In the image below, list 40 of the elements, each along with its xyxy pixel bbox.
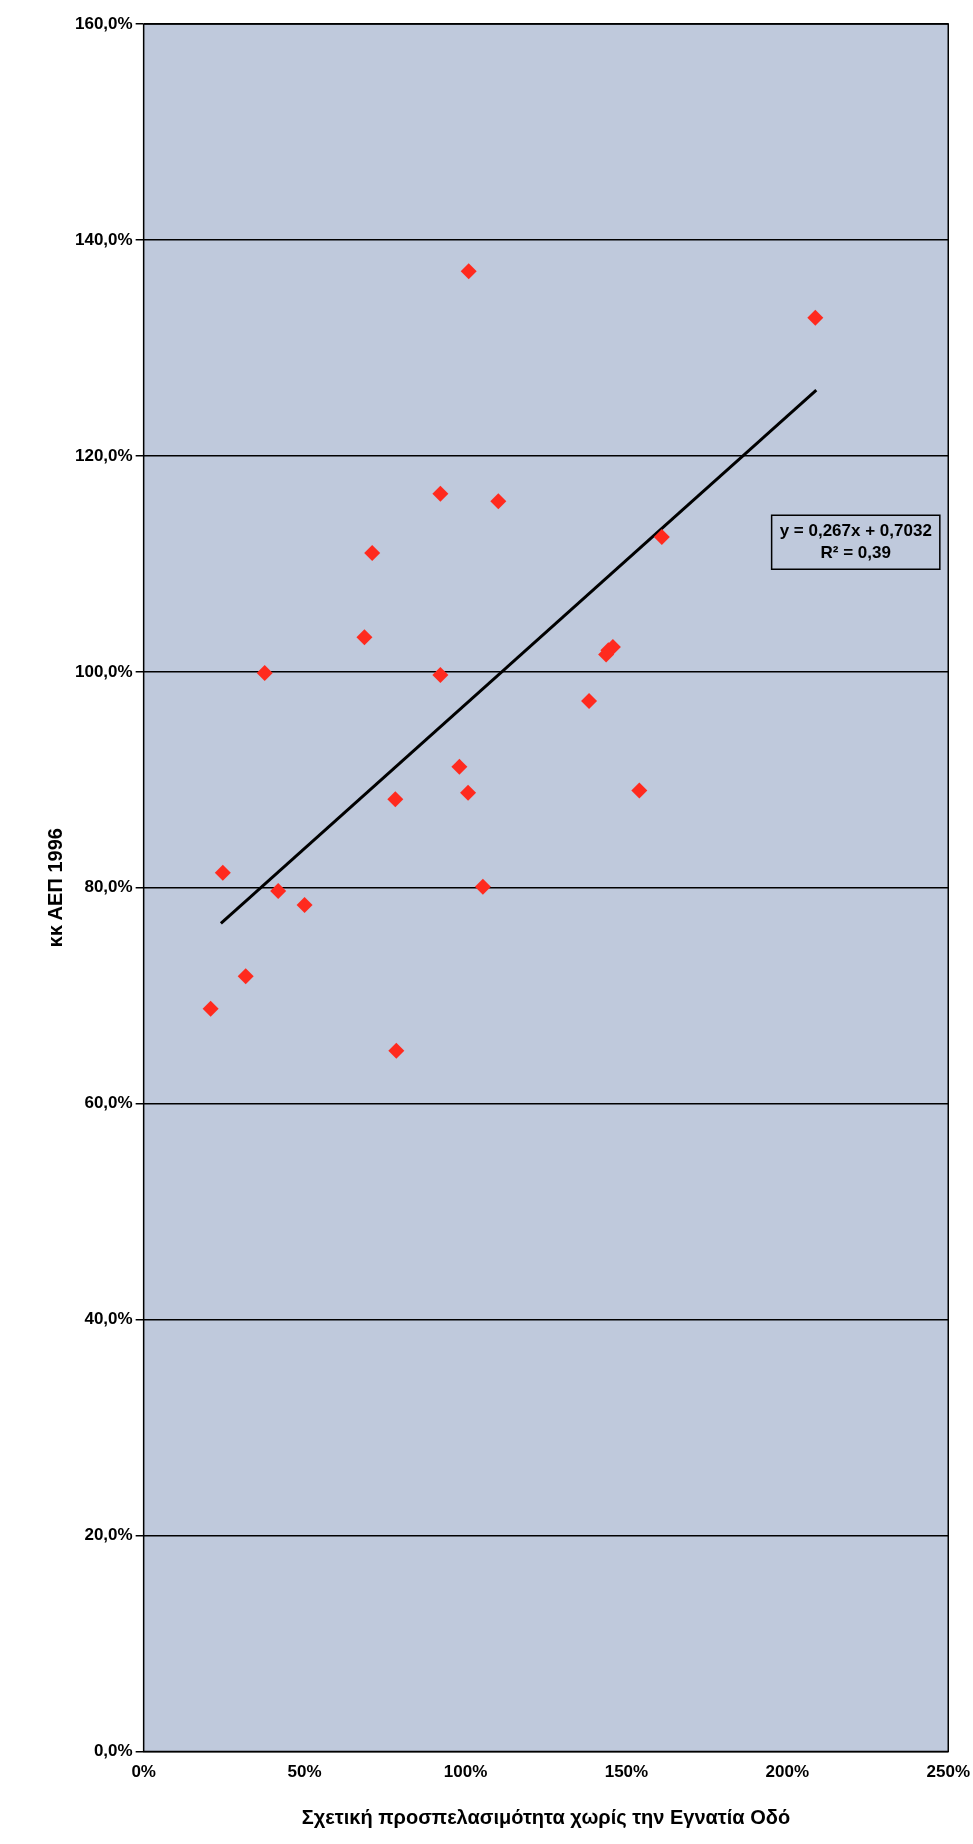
y-tick-label: 20,0% [84,1525,133,1545]
y-tick-label: 160,0% [74,13,133,33]
point [364,545,381,562]
point [432,485,449,502]
point [581,693,598,709]
point [490,493,507,510]
point [432,667,449,684]
x-tick-label: 0% [131,1762,156,1782]
x-tick-label: 250% [926,1762,970,1782]
y-axis-title: κκ ΑΕΠ 1996 [43,828,66,948]
point [270,883,287,900]
annotation: y = 0,267x + 0,7032 [779,520,932,540]
x-tick-label: 50% [287,1762,322,1782]
annotation: R² = 0,39 [820,542,891,562]
point [388,1042,405,1059]
point [807,309,824,326]
x-axis-title: Σχετική προσπελασιμότητα χωρίς την Εγνατία Οδό [301,1805,791,1828]
point [474,878,491,895]
point [214,864,231,881]
point [356,629,373,646]
y-tick-label: 100,0% [74,661,133,681]
point [460,784,477,801]
y-tick-label: 40,0% [84,1309,133,1329]
x-tick-label: 200% [765,1762,810,1782]
point [256,664,273,681]
point [631,782,648,799]
y-tick-label: 0,0% [93,1741,133,1761]
x-tick-label: 150% [604,1762,649,1782]
x-tick-label: 100% [443,1762,488,1782]
y-tick-label: 120,0% [74,445,133,465]
y-tick-label: 60,0% [84,1093,133,1113]
y-tick-label: 80,0% [84,877,133,897]
point [653,528,670,545]
point [296,897,313,914]
y-tick-label: 140,0% [74,229,133,249]
point [460,263,477,280]
point [451,758,468,775]
point [202,1000,219,1017]
point [237,968,254,985]
point [387,791,404,808]
